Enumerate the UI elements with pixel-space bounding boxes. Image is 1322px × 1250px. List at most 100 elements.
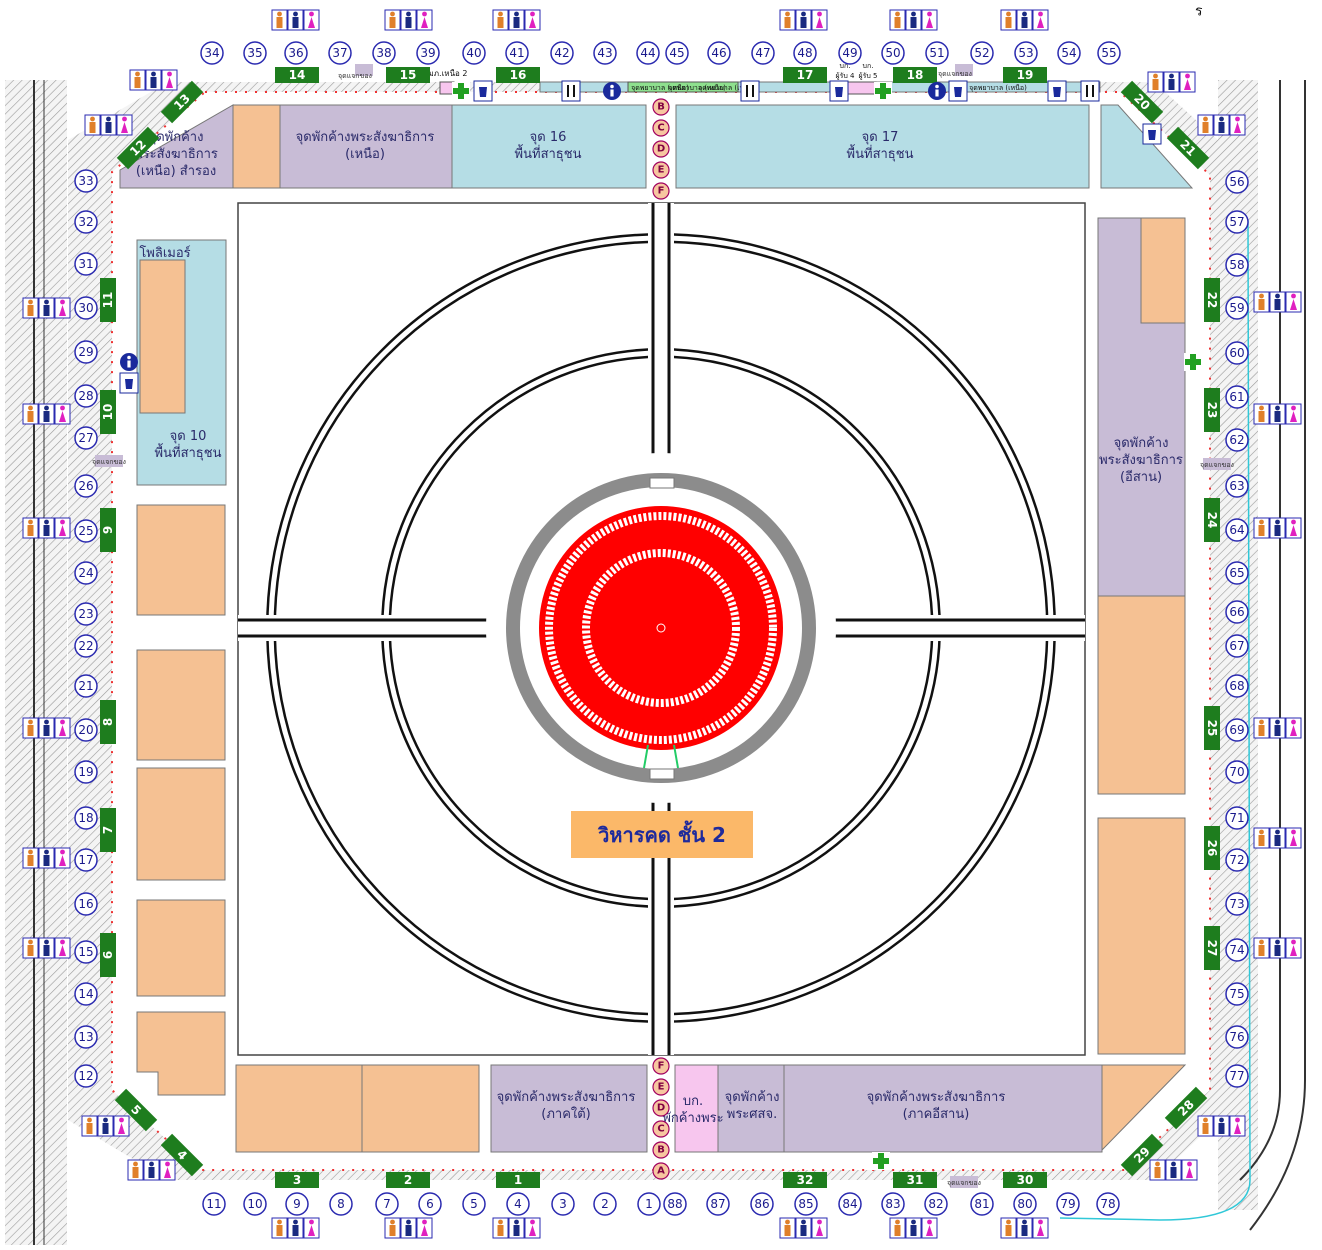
gate-25: 25 <box>1204 706 1220 750</box>
station-36: 36 <box>284 41 308 65</box>
station-label: 56 <box>1229 175 1244 189</box>
station-label: 38 <box>376 46 391 60</box>
station-label: 88 <box>667 1197 682 1211</box>
first-aid-icon <box>452 82 470 100</box>
station-label: 16 <box>78 897 93 911</box>
station-label: 43 <box>597 46 612 60</box>
food-icon <box>1080 80 1100 102</box>
toilet-icon <box>1253 937 1302 959</box>
gate-label: 27 <box>1205 940 1219 957</box>
station-12: 12 <box>74 1064 98 1088</box>
station-label: 32 <box>78 215 93 229</box>
zone-label: พื้นที่สาธุชน <box>515 144 582 162</box>
toilet-icon <box>84 114 133 136</box>
station-label: 2 <box>601 1197 609 1211</box>
letter-E: E <box>652 161 670 179</box>
station-label: 54 <box>1061 46 1076 60</box>
gate-label: 18 <box>907 68 924 82</box>
letter-label: B <box>657 102 665 113</box>
station-label: 59 <box>1229 301 1244 315</box>
bldg-north-tan <box>232 104 281 189</box>
letter-F: F <box>652 1057 670 1075</box>
gate-label: 30 <box>1017 1173 1034 1187</box>
letter-label: F <box>658 186 665 197</box>
station-73: 73 <box>1225 892 1249 916</box>
note-label: จุดพยาบาล (เหนือ) <box>698 84 756 92</box>
station-label: 37 <box>332 46 347 60</box>
station-label: 6 <box>426 1197 434 1211</box>
gate-label: 17 <box>797 68 814 82</box>
letter-B: B <box>652 98 670 116</box>
gate-32: 32 <box>783 1172 827 1188</box>
gate-10: 10 <box>100 390 116 434</box>
station-11: 11 <box>202 1192 226 1216</box>
letter-label: C <box>657 1124 664 1135</box>
station-label: 11 <box>206 1197 221 1211</box>
gate-label: 2 <box>404 1173 412 1187</box>
station-78: 78 <box>1096 1192 1120 1216</box>
toilet-icon <box>22 847 71 869</box>
station-67: 67 <box>1225 634 1249 658</box>
station-48: 48 <box>793 41 817 65</box>
station-56: 56 <box>1225 170 1249 194</box>
station-label: 48 <box>797 46 812 60</box>
bldg-west <box>136 767 226 881</box>
gate-4: 4 <box>160 1133 204 1177</box>
bldg-east-tan <box>1140 217 1186 324</box>
gate-24: 24 <box>1204 498 1220 542</box>
station-label: 18 <box>78 811 93 825</box>
toilet-icon <box>22 937 71 959</box>
station-83: 83 <box>881 1192 905 1216</box>
station-39: 39 <box>416 41 440 65</box>
zone-label: พื้นที่สาธุชน <box>847 144 914 162</box>
gate-label: 8 <box>101 718 115 726</box>
station-label: 61 <box>1229 390 1244 404</box>
station-84: 84 <box>838 1192 862 1216</box>
station-41: 41 <box>505 41 529 65</box>
station-label: 79 <box>1060 1197 1075 1211</box>
station-16: 16 <box>74 892 98 916</box>
letter-label: E <box>658 165 665 176</box>
station-46: 46 <box>707 41 731 65</box>
bldg-south <box>235 1064 363 1153</box>
station-label: 84 <box>842 1197 857 1211</box>
station-label: 65 <box>1229 566 1244 580</box>
station-label: 55 <box>1101 46 1116 60</box>
letter-C: C <box>652 119 670 137</box>
zone-label: จุดพักค้าง <box>725 1090 780 1105</box>
station-label: 8 <box>337 1197 345 1211</box>
first-aid-icon <box>874 82 892 100</box>
gate-6: 6 <box>100 933 116 977</box>
station-80: 80 <box>1013 1192 1037 1216</box>
zone-southeast <box>783 1064 1103 1153</box>
station-label: 75 <box>1229 987 1244 1001</box>
station-18: 18 <box>74 806 98 830</box>
gate-8: 8 <box>100 700 116 744</box>
gate-label: 3 <box>293 1173 301 1187</box>
station-label: 1 <box>645 1197 653 1211</box>
toilet-icon <box>1147 71 1196 93</box>
toilet-icon <box>889 1217 938 1239</box>
station-68: 68 <box>1225 674 1249 698</box>
gate-label: 15 <box>400 68 417 82</box>
zone-point16 <box>451 104 647 189</box>
station-label: 44 <box>640 46 655 60</box>
zone-label: จุดพักค้างพระสังฆาธิการ <box>867 1090 1006 1105</box>
station-4: 4 <box>506 1192 530 1216</box>
zone-label: จุดพักค้าง <box>1114 436 1169 451</box>
station-71: 71 <box>1225 806 1249 830</box>
gate-22: 22 <box>1204 278 1220 322</box>
station-43: 43 <box>593 41 617 65</box>
station-label: 86 <box>754 1197 769 1211</box>
bldg-southeast-corner <box>1101 1064 1187 1152</box>
station-57: 57 <box>1225 210 1249 234</box>
toilet-icon <box>1253 517 1302 539</box>
station-22: 22 <box>74 634 98 658</box>
toilet-icon <box>1197 1115 1246 1137</box>
station-label: 42 <box>554 46 569 60</box>
letter-label: F <box>658 1061 665 1072</box>
gate-12: 12 <box>116 126 160 170</box>
zone-label: (อีสาน) <box>1120 469 1162 485</box>
gate-18: 18 <box>893 67 937 83</box>
